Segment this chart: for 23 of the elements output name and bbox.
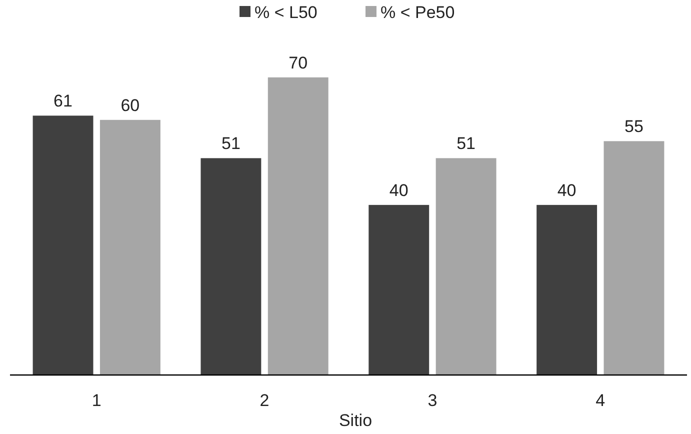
data-label: 60 [120,96,140,115]
bar [268,77,328,375]
data-label: 51 [221,134,240,154]
bar [100,120,160,375]
bar [436,158,496,375]
bar [200,158,262,375]
x-axis-title: Sitio [338,411,372,430]
bar [536,204,598,375]
data-label: 55 [624,117,644,136]
legend-label: % < L50 [254,3,318,22]
data-label: 70 [288,53,308,72]
x-tick-label: 3 [428,391,438,410]
bar [604,141,664,375]
x-tick-label: 1 [92,391,102,410]
legend-label: % < Pe50 [380,3,455,22]
x-tick-label: 2 [260,391,270,410]
data-label: 61 [54,92,72,111]
data-label: 51 [456,134,476,154]
bar [32,116,94,375]
bar [368,204,430,375]
x-tick-label: 4 [596,391,606,410]
data-label: 40 [557,180,576,200]
data-label: 40 [389,180,408,200]
